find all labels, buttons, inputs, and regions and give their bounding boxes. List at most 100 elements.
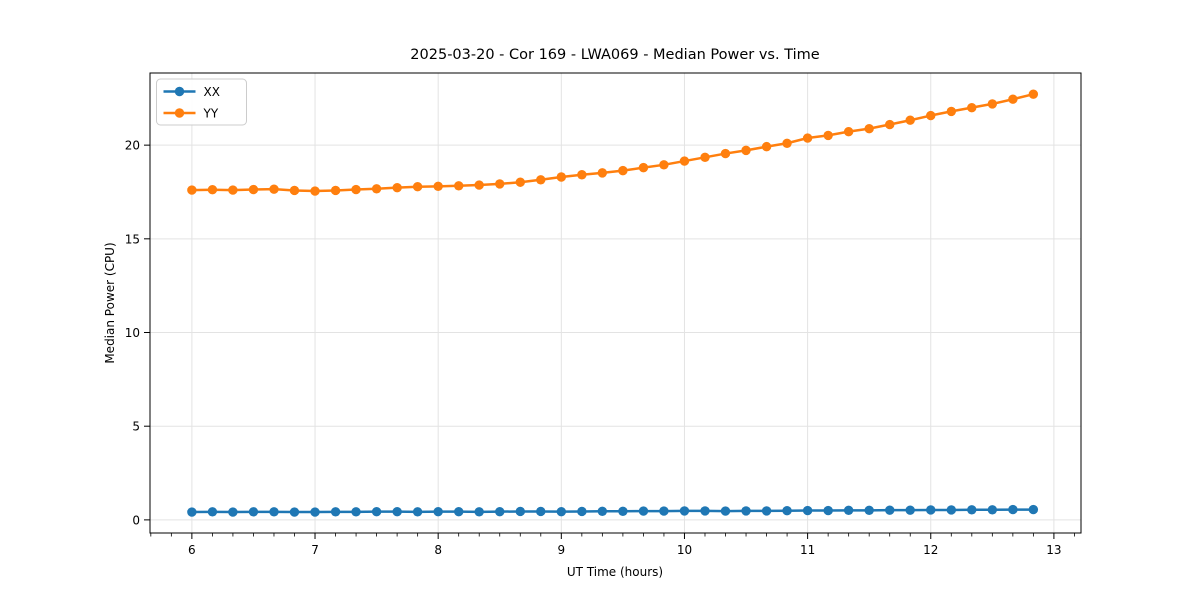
data-point — [248, 184, 259, 195]
y-axis-label: Median Power (CPU) — [103, 242, 117, 363]
data-point — [741, 506, 751, 516]
data-point — [289, 507, 300, 517]
legend: XX YY — [156, 78, 247, 126]
legend-marker — [174, 86, 185, 97]
data-point — [228, 507, 238, 517]
legend-label: YY — [203, 107, 219, 121]
x-tick-label: 12 — [923, 543, 938, 557]
data-point — [515, 506, 526, 517]
plot-border — [149, 72, 1082, 534]
data-point — [228, 185, 238, 195]
data-point — [269, 184, 279, 194]
data-point — [433, 506, 443, 517]
data-point — [720, 506, 731, 516]
data-point — [946, 505, 957, 515]
legend-label: XX — [204, 85, 220, 99]
data-point — [556, 172, 567, 182]
data-point — [392, 506, 402, 517]
x-tick-label: 7 — [311, 543, 319, 557]
data-point — [330, 507, 341, 517]
data-point — [187, 185, 197, 195]
data-point — [597, 506, 608, 516]
x-tick-label: 6 — [188, 543, 196, 557]
data-point — [700, 152, 710, 163]
x-tick-label: 11 — [800, 543, 815, 557]
data-point — [310, 507, 320, 517]
data-point — [885, 505, 895, 515]
data-point — [1008, 504, 1018, 515]
data-point — [946, 106, 957, 117]
data-point — [330, 185, 341, 196]
y-tick-label: 0 — [132, 513, 140, 527]
tick-layer: 6 7 8 9 10 11 12 13 0 5 10 15 20 — [125, 139, 1075, 557]
data-point — [371, 506, 382, 517]
legend-marker — [174, 108, 185, 118]
x-axis-label: UT Time (hours) — [567, 565, 663, 579]
grid-layer — [150, 73, 1081, 533]
data-point — [310, 186, 320, 196]
data-point — [351, 184, 361, 195]
data-point — [741, 145, 751, 156]
data-point — [495, 506, 505, 517]
data-point — [864, 505, 874, 516]
data-point — [474, 180, 484, 190]
data-point — [536, 506, 546, 517]
data-point — [967, 505, 977, 515]
data-point — [659, 506, 669, 516]
data-point — [454, 506, 464, 517]
data-point — [515, 177, 526, 187]
y-tick-label: 15 — [125, 232, 140, 246]
y-tick-label: 20 — [125, 139, 140, 153]
data-point — [597, 168, 608, 178]
data-point — [659, 160, 669, 170]
data-point — [926, 110, 936, 121]
data-point — [392, 182, 402, 193]
data-point — [412, 507, 423, 517]
data-point — [269, 507, 279, 517]
data-point — [700, 506, 710, 516]
data-point — [761, 506, 772, 516]
data-point — [720, 148, 731, 159]
data-point — [454, 181, 464, 191]
legend-entry-yy: YY — [163, 107, 219, 121]
data-point — [618, 506, 628, 516]
data-point — [843, 126, 854, 137]
y-tick-label: 10 — [125, 326, 140, 340]
data-point — [823, 130, 833, 141]
data-point — [843, 505, 854, 516]
data-point — [1008, 94, 1018, 104]
x-tick-label: 13 — [1046, 543, 1061, 557]
data-point — [187, 507, 197, 517]
data-point — [987, 99, 998, 109]
data-point — [577, 170, 587, 180]
data-point — [802, 133, 813, 143]
data-point — [495, 179, 505, 189]
data-point — [474, 507, 484, 517]
data-point — [782, 506, 792, 516]
chart-title: 2025-03-20 - Cor 169 - LWA069 - Median P… — [410, 47, 819, 63]
legend-entry-xx: XX — [163, 85, 220, 99]
data-point — [885, 119, 895, 130]
data-point — [207, 507, 218, 517]
data-point — [782, 138, 792, 148]
data-point — [864, 123, 874, 134]
data-point — [802, 505, 813, 516]
data-point — [823, 505, 833, 516]
x-tick-label: 8 — [434, 543, 442, 557]
legend-box — [156, 78, 247, 126]
data-point — [761, 141, 772, 152]
y-tick-label: 5 — [132, 420, 140, 434]
data-point — [679, 156, 690, 166]
data-point — [289, 185, 300, 196]
data-point — [618, 165, 628, 176]
data-point — [351, 507, 361, 517]
data-point — [433, 181, 443, 192]
data-point — [1028, 89, 1039, 99]
data-point — [412, 182, 423, 192]
data-point — [926, 505, 936, 515]
data-point — [248, 507, 259, 517]
data-point — [967, 102, 977, 113]
data-point — [905, 505, 915, 515]
